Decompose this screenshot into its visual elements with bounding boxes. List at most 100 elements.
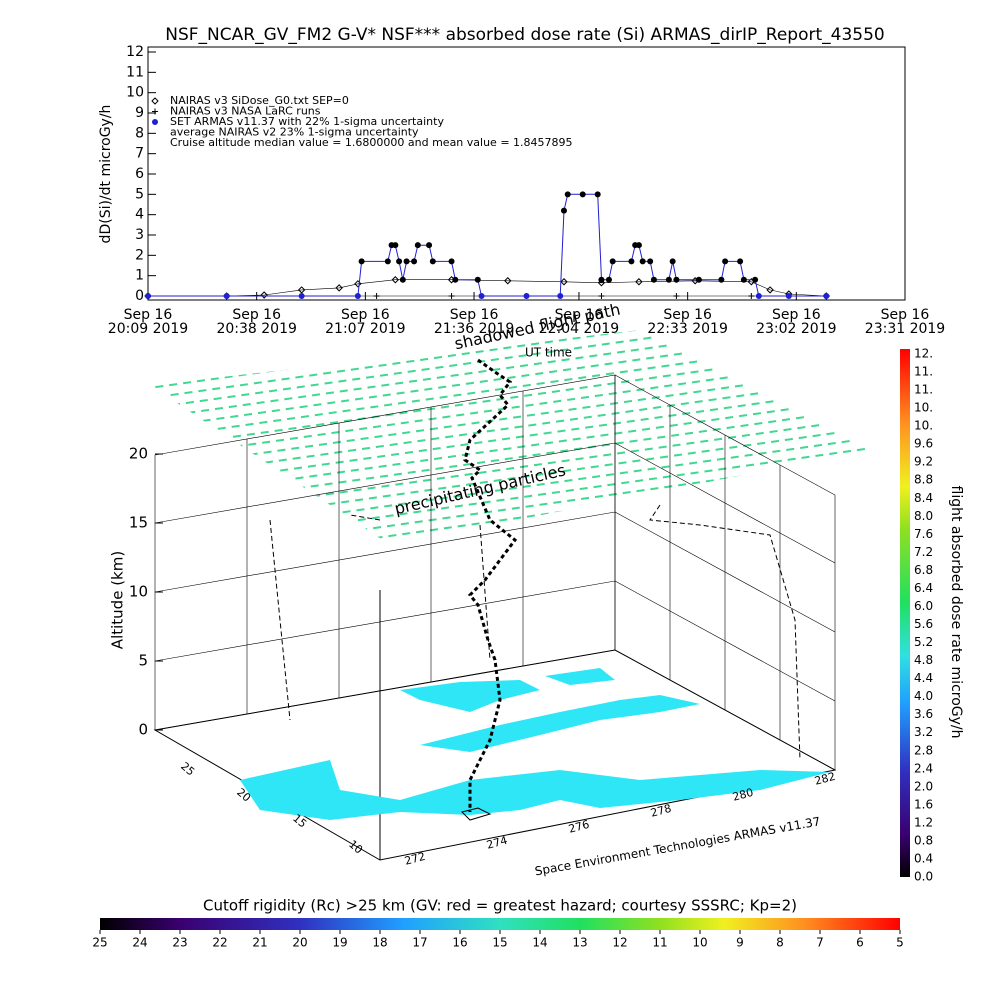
colorbar-label: 18 bbox=[372, 936, 387, 950]
flight-path bbox=[463, 358, 518, 812]
point bbox=[635, 278, 643, 286]
colorbar-label: 12 bbox=[612, 936, 627, 950]
point bbox=[429, 258, 436, 265]
aircraft-marker bbox=[461, 807, 492, 821]
x-tick-label: 21:07 2019 bbox=[325, 321, 405, 337]
y-tick-label: 0 bbox=[135, 288, 144, 304]
point bbox=[647, 258, 654, 265]
y-tick-label: 10 bbox=[126, 85, 144, 101]
colorbar-label: 10. bbox=[914, 401, 933, 415]
point bbox=[223, 293, 230, 299]
colorbar-label: 7 bbox=[816, 936, 824, 950]
x-tick-label: 274 bbox=[485, 834, 509, 852]
point bbox=[391, 276, 400, 284]
colorbar-label: 12. bbox=[914, 347, 933, 361]
point bbox=[740, 276, 747, 283]
x-tick-label: 22:04 2019 bbox=[539, 321, 619, 337]
dose-colorbar bbox=[900, 349, 910, 877]
colorbar-label: 14 bbox=[532, 936, 547, 950]
colorbar-label: 6.0 bbox=[914, 599, 933, 613]
x-tick-label: 278 bbox=[649, 802, 673, 820]
x-tick-label: Sep 16 bbox=[124, 307, 173, 323]
point bbox=[748, 293, 755, 299]
legend-note: Cruise altitude median value = 1.6800000… bbox=[170, 136, 573, 149]
colorbar-label: 9.6 bbox=[914, 437, 933, 451]
colorbar-label: 4.4 bbox=[914, 671, 933, 685]
point bbox=[560, 278, 568, 286]
x-tick-label: 20:09 2019 bbox=[108, 321, 188, 337]
x-tick-label: Sep 16 bbox=[555, 307, 604, 323]
colorbar-label: 25 bbox=[92, 936, 107, 950]
point bbox=[145, 293, 151, 299]
x-tick-label: 280 bbox=[731, 786, 755, 804]
point bbox=[523, 293, 530, 299]
point bbox=[358, 258, 365, 265]
colorbar-label: 5.6 bbox=[914, 617, 933, 631]
colorbar-label: 21 bbox=[252, 936, 267, 950]
legend-note: average NAIRAS v2 23% 1-sigma uncertaint… bbox=[170, 126, 419, 139]
point bbox=[448, 293, 455, 299]
point bbox=[752, 276, 759, 283]
x-tick-label: Sep 16 bbox=[450, 307, 499, 323]
point bbox=[354, 280, 362, 288]
y-tick-label: 8 bbox=[135, 125, 144, 141]
y-tick-label: 9 bbox=[135, 105, 144, 121]
z-tick-label: 20 bbox=[129, 445, 148, 463]
x-tick-label: Sep 16 bbox=[232, 307, 281, 323]
point bbox=[260, 291, 268, 299]
point bbox=[665, 276, 672, 283]
y-tick-label: 7 bbox=[135, 146, 144, 162]
colorbar-label: 9.2 bbox=[914, 455, 933, 469]
x-tick-label: Sep 16 bbox=[772, 307, 821, 323]
colorbar-label: 4.0 bbox=[914, 689, 933, 703]
colorbar-label: 24 bbox=[132, 936, 147, 950]
point bbox=[384, 258, 391, 265]
series-line bbox=[148, 279, 827, 297]
particles-plane bbox=[150, 330, 870, 545]
wall-grid bbox=[154, 391, 836, 740]
colorbar-label: 8.4 bbox=[914, 491, 933, 505]
point bbox=[635, 242, 642, 249]
point bbox=[478, 293, 485, 299]
point bbox=[354, 293, 361, 299]
colorbar-label: 8 bbox=[776, 936, 784, 950]
colorbar-label: 20 bbox=[292, 936, 307, 950]
point bbox=[695, 276, 702, 283]
colorbar-label: 0.0 bbox=[914, 870, 933, 884]
x-tick-label: 276 bbox=[567, 818, 591, 836]
point bbox=[594, 191, 601, 198]
y-tick-label: 3 bbox=[135, 227, 144, 243]
colorbar-label: 22 bbox=[212, 936, 227, 950]
x-tick-label: 21:36 2019 bbox=[434, 321, 514, 337]
colorbar-label: 6.4 bbox=[914, 581, 933, 595]
y-tick-label: 25 bbox=[178, 760, 197, 779]
point bbox=[673, 293, 680, 299]
colorbar-label: 1.6 bbox=[914, 797, 933, 811]
point bbox=[504, 277, 512, 285]
colorbar-label: 6.8 bbox=[914, 563, 933, 577]
annotation: UT time bbox=[525, 346, 572, 360]
colorbar-label: 11. bbox=[914, 383, 933, 397]
x-tick-label: Sep 16 bbox=[663, 307, 712, 323]
legend-symbol bbox=[151, 97, 159, 105]
point bbox=[557, 293, 564, 299]
z-tick-label: 10 bbox=[129, 583, 148, 601]
x-tick-label: Sep 16 bbox=[881, 307, 930, 323]
colorbar-label: 10 bbox=[692, 936, 707, 950]
dose-panel: NSF_NCAR_GV_FM2 G-V* NSF*** absorbed dos… bbox=[98, 25, 945, 337]
point bbox=[737, 258, 744, 265]
y-tick-label: 6 bbox=[135, 166, 144, 182]
colorbar-label: 8.0 bbox=[914, 509, 933, 523]
x-tick-label: 272 bbox=[403, 850, 427, 868]
colorbar-label: 8.8 bbox=[914, 473, 933, 487]
colorbar-label: 1.2 bbox=[914, 815, 933, 829]
x-tick-label: 20:38 2019 bbox=[216, 321, 296, 337]
colorbar-label: 4.8 bbox=[914, 653, 933, 667]
colorbar-label: 9 bbox=[736, 936, 744, 950]
x-tick-label: 23:02 2019 bbox=[756, 321, 836, 337]
colorbar-label: 7.6 bbox=[914, 527, 933, 541]
colorbar-label: 16 bbox=[452, 936, 467, 950]
point bbox=[411, 258, 418, 265]
y-axis-label: dD(Si)/dt microGy/h bbox=[98, 105, 114, 244]
point bbox=[639, 258, 646, 265]
